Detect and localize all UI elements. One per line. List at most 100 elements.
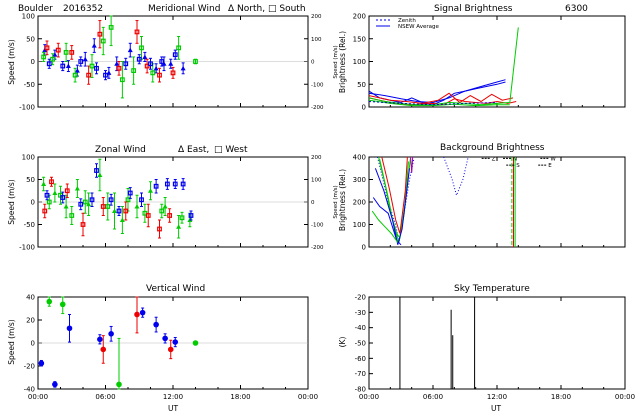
signal-ytick-label: 50 — [357, 81, 366, 89]
zonal-point — [148, 188, 153, 193]
zonal-ylabel-right: Speed (m/s) — [333, 185, 339, 218]
meridional-ytick-label: -50 — [24, 81, 35, 89]
zonal-panel: Zonal Wind Δ East, □ West Speed (m/s) Sp… — [7, 145, 339, 252]
zonal-point — [74, 186, 80, 191]
background-ytick-label: 100 — [353, 221, 366, 229]
background-ylabel: Brightness (Rel.) — [338, 169, 347, 231]
vertical-point — [108, 331, 114, 337]
meridional-ytick-label: 100 — [22, 13, 35, 21]
background-ytick-label: 200 — [353, 199, 366, 207]
background-inner-legend-label: N — [513, 156, 517, 162]
vertical-xtick-label: 06:00 — [95, 393, 115, 401]
meridional-point — [119, 77, 125, 83]
signal-title: Signal Brightness — [434, 4, 513, 14]
meridional-ytick-right-label: 200 — [311, 14, 322, 20]
zonal-point — [164, 181, 170, 187]
zonal-point — [172, 181, 178, 187]
vertical-point — [134, 311, 140, 318]
meridional-point — [193, 59, 198, 64]
meridional-point — [86, 72, 92, 78]
meridional-panel: Boulder 2016352 Meridional Wind Δ North,… — [7, 4, 339, 112]
signal-line-green-2 — [369, 99, 510, 107]
legend-nsew-label: NSEW Average — [398, 24, 439, 30]
meridional-point — [103, 72, 108, 78]
signal-plot: 200 150 100 50 0 — [353, 13, 626, 112]
skytemp-xtick-label: 12:00 — [487, 393, 507, 401]
date-label: 2016352 — [63, 4, 103, 14]
background-line-blue-b — [372, 197, 402, 246]
zonal-point — [60, 195, 66, 200]
meridional-point — [157, 72, 162, 78]
meridional-point — [139, 45, 144, 51]
zonal-point — [188, 213, 194, 218]
legend-zenith-label: Zenith — [398, 18, 416, 24]
vertical-ytick-label: 40 — [26, 294, 35, 302]
vertical-point — [192, 340, 199, 346]
vertical-series-zenith — [38, 307, 179, 388]
meridional-legend-south: □ South — [268, 4, 306, 14]
skytemp-ytick-label: -30 — [355, 309, 366, 317]
vertical-ytick-label: -20 — [24, 363, 35, 371]
zonal-point — [179, 215, 185, 221]
zonal-point — [125, 197, 131, 203]
zonal-point — [69, 213, 75, 218]
skytemp-ytick-label: -20 — [355, 294, 366, 302]
meridional-ytick-label: 50 — [26, 35, 35, 43]
background-title: Background Brightness — [440, 143, 545, 153]
background-inner-legend-label: S — [516, 163, 520, 169]
vertical-point — [153, 321, 159, 328]
meridional-point — [46, 61, 52, 67]
zonal-point — [134, 204, 140, 209]
zonal-point — [86, 201, 92, 207]
vertical-ytick-label: 20 — [26, 317, 35, 325]
meridional-point — [116, 65, 122, 71]
vertical-xtick-label: 12:00 — [163, 393, 183, 401]
meridional-point — [55, 47, 61, 53]
zonal-ylabel: Speed (m/s) — [7, 179, 16, 225]
signal-ytick-label: 150 — [353, 35, 366, 43]
skytemp-ytick-label: -60 — [355, 355, 366, 363]
vertical-point — [167, 346, 174, 353]
zonal-point — [157, 226, 162, 232]
meridional-point — [94, 65, 99, 71]
zonal-ytick-label: 50 — [26, 176, 35, 184]
meridional-point — [89, 63, 95, 69]
vertical-xtick-label: 00:00 — [28, 393, 48, 401]
vertical-ytick-label: -40 — [24, 386, 35, 394]
zonal-point — [97, 172, 103, 177]
zonal-point — [94, 168, 99, 173]
meridional-ytick-right-label: -100 — [311, 82, 324, 88]
skytemp-frame — [368, 296, 626, 390]
meridional-point — [82, 56, 88, 62]
signal-ylabel: Brightness (Rel.) — [338, 31, 347, 93]
background-inner-legend-label: E — [548, 163, 552, 169]
skytemp-title: Sky Temperature — [454, 284, 530, 294]
zonal-point — [64, 188, 70, 194]
meridional-point — [127, 47, 133, 53]
meridional-point — [170, 70, 176, 76]
zonal-ytick-label: -50 — [24, 221, 35, 229]
zonal-ytick-label: 0 — [31, 199, 35, 207]
zonal-point — [180, 181, 186, 187]
background-line-blue-a — [374, 168, 410, 245]
skytemp-ytick-label: -70 — [355, 370, 366, 378]
vertical-point — [97, 336, 103, 343]
zonal-point — [153, 183, 159, 189]
signal-line-green-1 — [369, 27, 519, 106]
background-inner-legend-label: W — [550, 156, 556, 162]
meridional-point — [176, 45, 182, 51]
skytemp-ytick-label: -80 — [355, 386, 366, 394]
zonal-legend-west: □ West — [214, 145, 248, 155]
zonal-ytick-right-label: 0 — [311, 200, 315, 206]
vertical-title: Vertical Wind — [146, 284, 205, 294]
vertical-point — [100, 346, 107, 353]
zonal-point — [46, 199, 52, 205]
meridional-ytick-label: 0 — [31, 58, 35, 66]
meridional-ytick-right-label: -200 — [311, 105, 324, 111]
background-ytick-label: 300 — [353, 176, 366, 184]
meridional-series-east-west — [41, 15, 198, 99]
vertical-xtick-label: 18:00 — [230, 393, 250, 401]
vertical-point — [52, 381, 58, 388]
signal-wavelength: 6300 — [565, 4, 588, 14]
